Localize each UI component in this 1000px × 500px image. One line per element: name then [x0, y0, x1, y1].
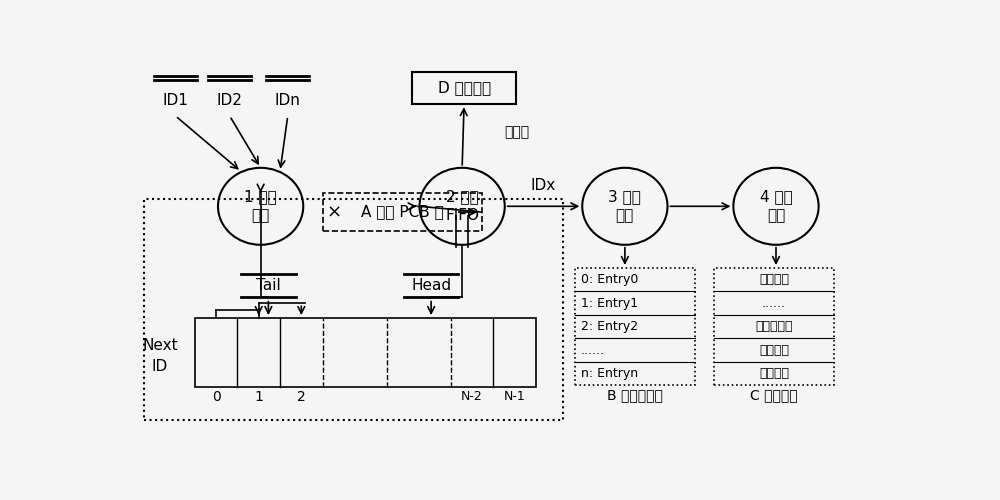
Text: 0: Entry0: 0: Entry0 [581, 273, 638, 286]
Text: （栈顶）: （栈顶） [759, 273, 789, 286]
Text: 任务栈空间: 任务栈空间 [755, 320, 793, 333]
Text: 并行: 并行 [252, 208, 270, 224]
Text: Head: Head [411, 278, 451, 292]
Text: n: Entryn: n: Entryn [581, 367, 638, 380]
Bar [574, 268, 695, 386]
Text: ID2: ID2 [217, 93, 243, 108]
Text: ID: ID [152, 359, 168, 374]
Text: ID1: ID1 [162, 93, 188, 108]
Text: D 节电装置: D 节电装置 [438, 80, 491, 96]
Text: Next: Next [142, 338, 178, 353]
Text: 无任务: 无任务 [505, 125, 530, 139]
Bar [323, 193, 482, 232]
Text: 2 出队: 2 出队 [446, 189, 479, 204]
Text: 3 查取: 3 查取 [608, 189, 641, 204]
Bar [714, 268, 834, 386]
Text: 2: 2 [297, 390, 306, 404]
Text: IDx: IDx [531, 178, 556, 192]
Text: IDn: IDn [275, 93, 301, 108]
Text: 任务: 任务 [767, 208, 785, 224]
Text: N-1: N-1 [504, 390, 525, 404]
Text: A 任务 PCB 表: A 任务 PCB 表 [361, 204, 443, 220]
Bar [412, 72, 516, 104]
Text: 1: Entry1: 1: Entry1 [581, 296, 638, 310]
Text: ......: ...... [581, 344, 605, 356]
Text: B 任务入口表: B 任务入口表 [607, 388, 662, 402]
Text: 0: 0 [212, 390, 220, 404]
Text: N-2: N-2 [461, 390, 483, 404]
Text: （栈底）: （栈底） [759, 367, 789, 380]
Text: Tail: Tail [256, 278, 281, 292]
Text: ......: ...... [762, 296, 786, 310]
Text: ×: × [327, 203, 342, 221]
Bar [195, 318, 536, 387]
Text: 4 执行: 4 执行 [760, 189, 792, 204]
Text: C 系统堆栈: C 系统堆栈 [750, 388, 798, 402]
Text: 1 入队: 1 入队 [244, 189, 277, 204]
Text: 返回地址: 返回地址 [759, 344, 789, 356]
Text: 1: 1 [254, 390, 263, 404]
Text: 入口: 入口 [616, 208, 634, 224]
Text: 2: Entry2: 2: Entry2 [581, 320, 638, 333]
Bar [144, 198, 563, 420]
Text: FIFO: FIFO [445, 208, 479, 224]
